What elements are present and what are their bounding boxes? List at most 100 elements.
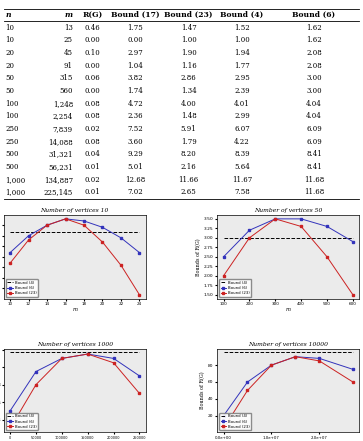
- Text: 1.90: 1.90: [181, 49, 196, 57]
- Text: 1.77: 1.77: [234, 62, 250, 70]
- Legend: Bound (4), Bound (6), Bound (23): Bound (4), Bound (6), Bound (23): [219, 279, 252, 297]
- Text: 6.09: 6.09: [306, 125, 322, 133]
- Legend: Bound (4), Bound (6), Bound (23): Bound (4), Bound (6), Bound (23): [5, 413, 38, 430]
- Text: 4.72: 4.72: [127, 100, 143, 108]
- Text: 0.01: 0.01: [85, 163, 101, 171]
- Text: 250: 250: [5, 125, 19, 133]
- Text: 0.02: 0.02: [85, 176, 101, 184]
- Text: 1,000: 1,000: [5, 176, 26, 184]
- Text: 2.99: 2.99: [234, 112, 250, 120]
- Text: 1,000: 1,000: [5, 188, 26, 196]
- Text: 0.00: 0.00: [85, 87, 101, 95]
- Text: 11.67: 11.67: [232, 176, 252, 184]
- Text: 5.64: 5.64: [234, 163, 250, 171]
- Text: 1.74: 1.74: [127, 87, 143, 95]
- Title: Number of vertices 10000: Number of vertices 10000: [248, 342, 328, 347]
- Text: 250: 250: [5, 138, 19, 146]
- Text: 8.20: 8.20: [181, 150, 196, 158]
- Text: 0.01: 0.01: [85, 188, 101, 196]
- Text: 225,145: 225,145: [44, 188, 73, 196]
- Text: m: m: [65, 11, 73, 19]
- Text: 0.00: 0.00: [85, 37, 101, 45]
- Text: 0.00: 0.00: [85, 62, 101, 70]
- Text: 4.01: 4.01: [234, 100, 250, 108]
- Text: 11.68: 11.68: [304, 188, 324, 196]
- Text: R(G): R(G): [82, 11, 103, 19]
- Text: 10: 10: [5, 24, 15, 32]
- Text: 1.75: 1.75: [127, 24, 143, 32]
- Text: 31,321: 31,321: [49, 150, 73, 158]
- Text: 9.29: 9.29: [127, 150, 143, 158]
- Text: 2.08: 2.08: [306, 49, 322, 57]
- Text: 0.08: 0.08: [85, 112, 101, 120]
- Text: 1.34: 1.34: [181, 87, 196, 95]
- Text: 20: 20: [5, 62, 15, 70]
- Text: 20: 20: [5, 49, 15, 57]
- Text: 8.41: 8.41: [306, 163, 322, 171]
- Text: 134,887: 134,887: [44, 176, 73, 184]
- Text: 100: 100: [5, 112, 19, 120]
- Text: 1.00: 1.00: [181, 37, 196, 45]
- Text: 2,254: 2,254: [53, 112, 73, 120]
- Text: 5.01: 5.01: [127, 163, 143, 171]
- Text: 0.06: 0.06: [85, 75, 101, 82]
- X-axis label: m: m: [72, 307, 77, 312]
- Text: 8.39: 8.39: [234, 150, 250, 158]
- Text: 1.62: 1.62: [306, 24, 322, 32]
- Text: 1.62: 1.62: [306, 37, 322, 45]
- Text: 6.07: 6.07: [234, 125, 250, 133]
- Text: 91: 91: [64, 62, 73, 70]
- Text: 50: 50: [5, 75, 15, 82]
- Text: 2.36: 2.36: [127, 112, 143, 120]
- Text: 2.86: 2.86: [181, 75, 196, 82]
- Text: 7.02: 7.02: [127, 188, 143, 196]
- Text: 8.41: 8.41: [306, 150, 322, 158]
- Text: 2.97: 2.97: [127, 49, 143, 57]
- Text: 2.95: 2.95: [234, 75, 250, 82]
- Text: 45: 45: [64, 49, 73, 57]
- Text: 1.47: 1.47: [181, 24, 196, 32]
- Text: 0.02: 0.02: [85, 125, 101, 133]
- Text: 0.00: 0.00: [127, 37, 143, 45]
- Text: 1.48: 1.48: [181, 112, 196, 120]
- Text: 56,231: 56,231: [48, 163, 73, 171]
- Text: 50: 50: [5, 87, 15, 95]
- Text: 0.04: 0.04: [85, 150, 101, 158]
- Text: 2.08: 2.08: [306, 62, 322, 70]
- Text: Bound (4): Bound (4): [220, 11, 264, 19]
- Title: Number of vertices 50: Number of vertices 50: [254, 208, 322, 213]
- Text: 11.68: 11.68: [304, 176, 324, 184]
- Text: 100: 100: [5, 100, 19, 108]
- Legend: Bound (4), Bound (6), Bound (23): Bound (4), Bound (6), Bound (23): [5, 279, 38, 297]
- Text: 14,088: 14,088: [48, 138, 73, 146]
- Text: 2.65: 2.65: [181, 188, 196, 196]
- Text: 13: 13: [64, 24, 73, 32]
- Text: 500: 500: [5, 150, 19, 158]
- Text: 1.79: 1.79: [181, 138, 196, 146]
- Text: 10: 10: [5, 37, 15, 45]
- Text: Bound (6): Bound (6): [293, 11, 335, 19]
- X-axis label: m: m: [286, 307, 291, 312]
- Text: 1,248: 1,248: [53, 100, 73, 108]
- Title: Number of vertices 1000: Number of vertices 1000: [37, 342, 113, 347]
- Text: 4.04: 4.04: [306, 100, 322, 108]
- Text: 2.39: 2.39: [234, 87, 250, 95]
- Text: 3.60: 3.60: [127, 138, 143, 146]
- Text: 0.08: 0.08: [85, 100, 101, 108]
- Text: 7.52: 7.52: [127, 125, 143, 133]
- Text: 500: 500: [5, 163, 19, 171]
- Legend: Bound (4), Bound (6), Bound (23): Bound (4), Bound (6), Bound (23): [219, 413, 252, 430]
- Text: 560: 560: [60, 87, 73, 95]
- Text: 3.00: 3.00: [306, 75, 322, 82]
- Text: 5.91: 5.91: [181, 125, 196, 133]
- Text: 12.68: 12.68: [125, 176, 145, 184]
- Text: Bound (17): Bound (17): [111, 11, 160, 19]
- Text: 4.04: 4.04: [306, 112, 322, 120]
- Text: Bound (23): Bound (23): [164, 11, 213, 19]
- Text: 1.00: 1.00: [234, 37, 250, 45]
- Text: 11.66: 11.66: [179, 176, 199, 184]
- Text: 0.10: 0.10: [85, 49, 101, 57]
- Text: 1.04: 1.04: [127, 62, 143, 70]
- Text: 0.08: 0.08: [85, 138, 101, 146]
- Title: Number of vertices 10: Number of vertices 10: [41, 208, 109, 213]
